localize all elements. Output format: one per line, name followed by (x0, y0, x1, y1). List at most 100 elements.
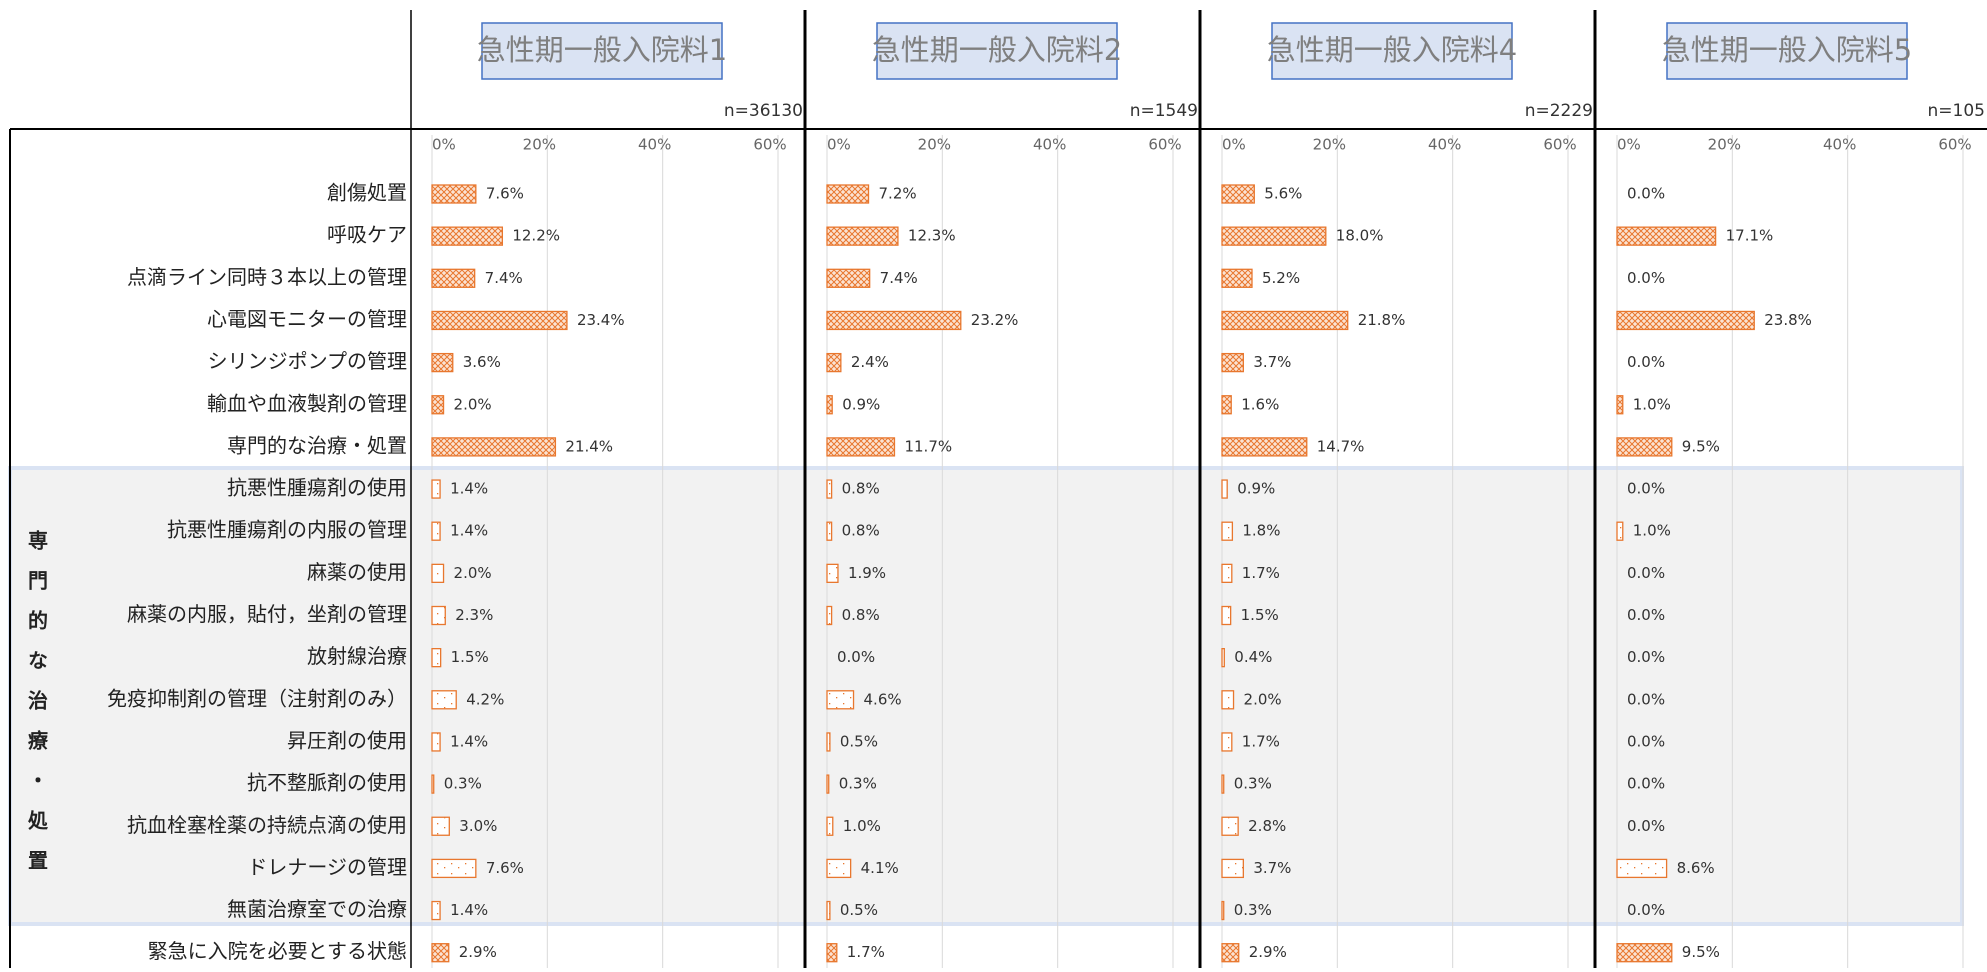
bar (431, 690, 457, 710)
category-label: 呼吸ケア (327, 223, 407, 247)
bar (826, 900, 831, 921)
value-label: 0.0% (1627, 185, 1665, 203)
value-label: 0.0% (1627, 690, 1665, 708)
value-label: 2.0% (454, 564, 492, 582)
value-label: 1.4% (450, 522, 488, 540)
value-label: 0.3% (839, 775, 877, 793)
x-tick-label: 20% (1708, 136, 1741, 154)
x-tick-label: 0% (1617, 136, 1641, 154)
bar (1221, 521, 1234, 541)
value-label: 0.9% (842, 395, 880, 413)
value-label: 0.8% (842, 480, 880, 498)
value-label: 23.2% (971, 311, 1019, 329)
category-label: 抗悪性腫瘍剤の内服の管理 (167, 518, 407, 542)
value-label: 2.4% (851, 353, 889, 371)
value-label: 0.3% (1234, 901, 1272, 919)
bar (1616, 858, 1668, 879)
bar (1221, 774, 1225, 794)
title-box (1666, 22, 1908, 80)
value-label: 0.0% (1627, 817, 1665, 835)
bar (826, 184, 870, 204)
value-label: 17.1% (1726, 227, 1774, 245)
bar (1616, 521, 1624, 541)
category-label: 放射線治療 (307, 644, 407, 668)
value-label: 2.0% (454, 395, 492, 413)
bar (431, 858, 477, 879)
category-label: シリンジポンプの管理 (208, 349, 407, 373)
value-label: 3.0% (459, 817, 497, 835)
panel-title: 急性期一般入院料1 (477, 33, 727, 67)
value-label: 1.5% (451, 648, 489, 666)
bar (826, 268, 871, 288)
bar (1616, 226, 1717, 246)
bar (431, 352, 454, 373)
x-tick-label: 0% (1222, 136, 1246, 154)
x-tick-label: 60% (1543, 136, 1576, 154)
bar (1221, 900, 1225, 921)
category-label: 抗血栓塞栓薬の持続点滴の使用 (127, 813, 407, 837)
bar (826, 732, 831, 752)
bar (1221, 690, 1235, 710)
title-box (876, 22, 1118, 80)
bar (431, 479, 441, 499)
bar (826, 858, 852, 879)
bar (826, 690, 855, 710)
value-label: 3.6% (463, 353, 501, 371)
bar (1616, 437, 1673, 457)
value-label: 1.7% (1242, 564, 1280, 582)
bar (826, 605, 833, 626)
value-label: 0.0% (837, 648, 875, 666)
x-tick-label: 60% (753, 136, 786, 154)
x-tick-label: 40% (638, 136, 671, 154)
panel-title: 急性期一般入院料5 (1662, 33, 1912, 67)
value-label: 1.9% (848, 564, 886, 582)
bar (431, 732, 441, 752)
bar (826, 395, 833, 415)
bar (1616, 943, 1673, 963)
value-label: 1.0% (1633, 522, 1671, 540)
bar (826, 816, 834, 836)
x-tick-label: 60% (1938, 136, 1971, 154)
bar (1221, 226, 1327, 246)
bar (1221, 605, 1232, 626)
value-label: 3.7% (1253, 353, 1291, 371)
bar (826, 943, 838, 963)
category-label: 創傷処置 (327, 181, 407, 205)
value-label: 2.9% (1249, 943, 1287, 961)
bar (431, 648, 442, 668)
value-label: 11.7% (904, 437, 952, 455)
value-label: 23.8% (1764, 311, 1812, 329)
value-label: 4.6% (864, 690, 902, 708)
x-tick-label: 60% (1148, 136, 1181, 154)
bar (1221, 479, 1228, 499)
value-label: 2.8% (1248, 817, 1286, 835)
bar (1616, 395, 1624, 415)
value-label: 0.0% (1627, 648, 1665, 666)
value-label: 1.7% (1242, 732, 1280, 750)
n-label: n=105 (1928, 101, 1985, 121)
category-label: 緊急に入院を必要とする状態 (148, 939, 407, 963)
value-label: 7.6% (486, 859, 524, 877)
bar (1221, 310, 1349, 331)
value-label: 7.4% (485, 269, 523, 287)
title-box (481, 22, 723, 80)
value-label: 0.3% (1234, 775, 1272, 793)
bar (431, 900, 441, 921)
bar (1221, 648, 1225, 668)
bar (431, 184, 477, 204)
category-label: ドレナージの管理 (247, 855, 407, 879)
n-label: n=1549 (1130, 101, 1198, 121)
category-label: 抗悪性腫瘍剤の使用 (227, 476, 407, 500)
category-label: 麻薬の使用 (307, 560, 407, 584)
value-label: 1.7% (847, 943, 885, 961)
title-box (1271, 22, 1513, 80)
x-tick-label: 20% (918, 136, 951, 154)
x-tick-label: 0% (432, 136, 456, 154)
bar (431, 605, 446, 626)
bar (431, 563, 445, 583)
value-label: 0.8% (842, 522, 880, 540)
value-label: 12.2% (512, 227, 560, 245)
value-label: 0.5% (840, 901, 878, 919)
value-label: 7.2% (879, 185, 917, 203)
